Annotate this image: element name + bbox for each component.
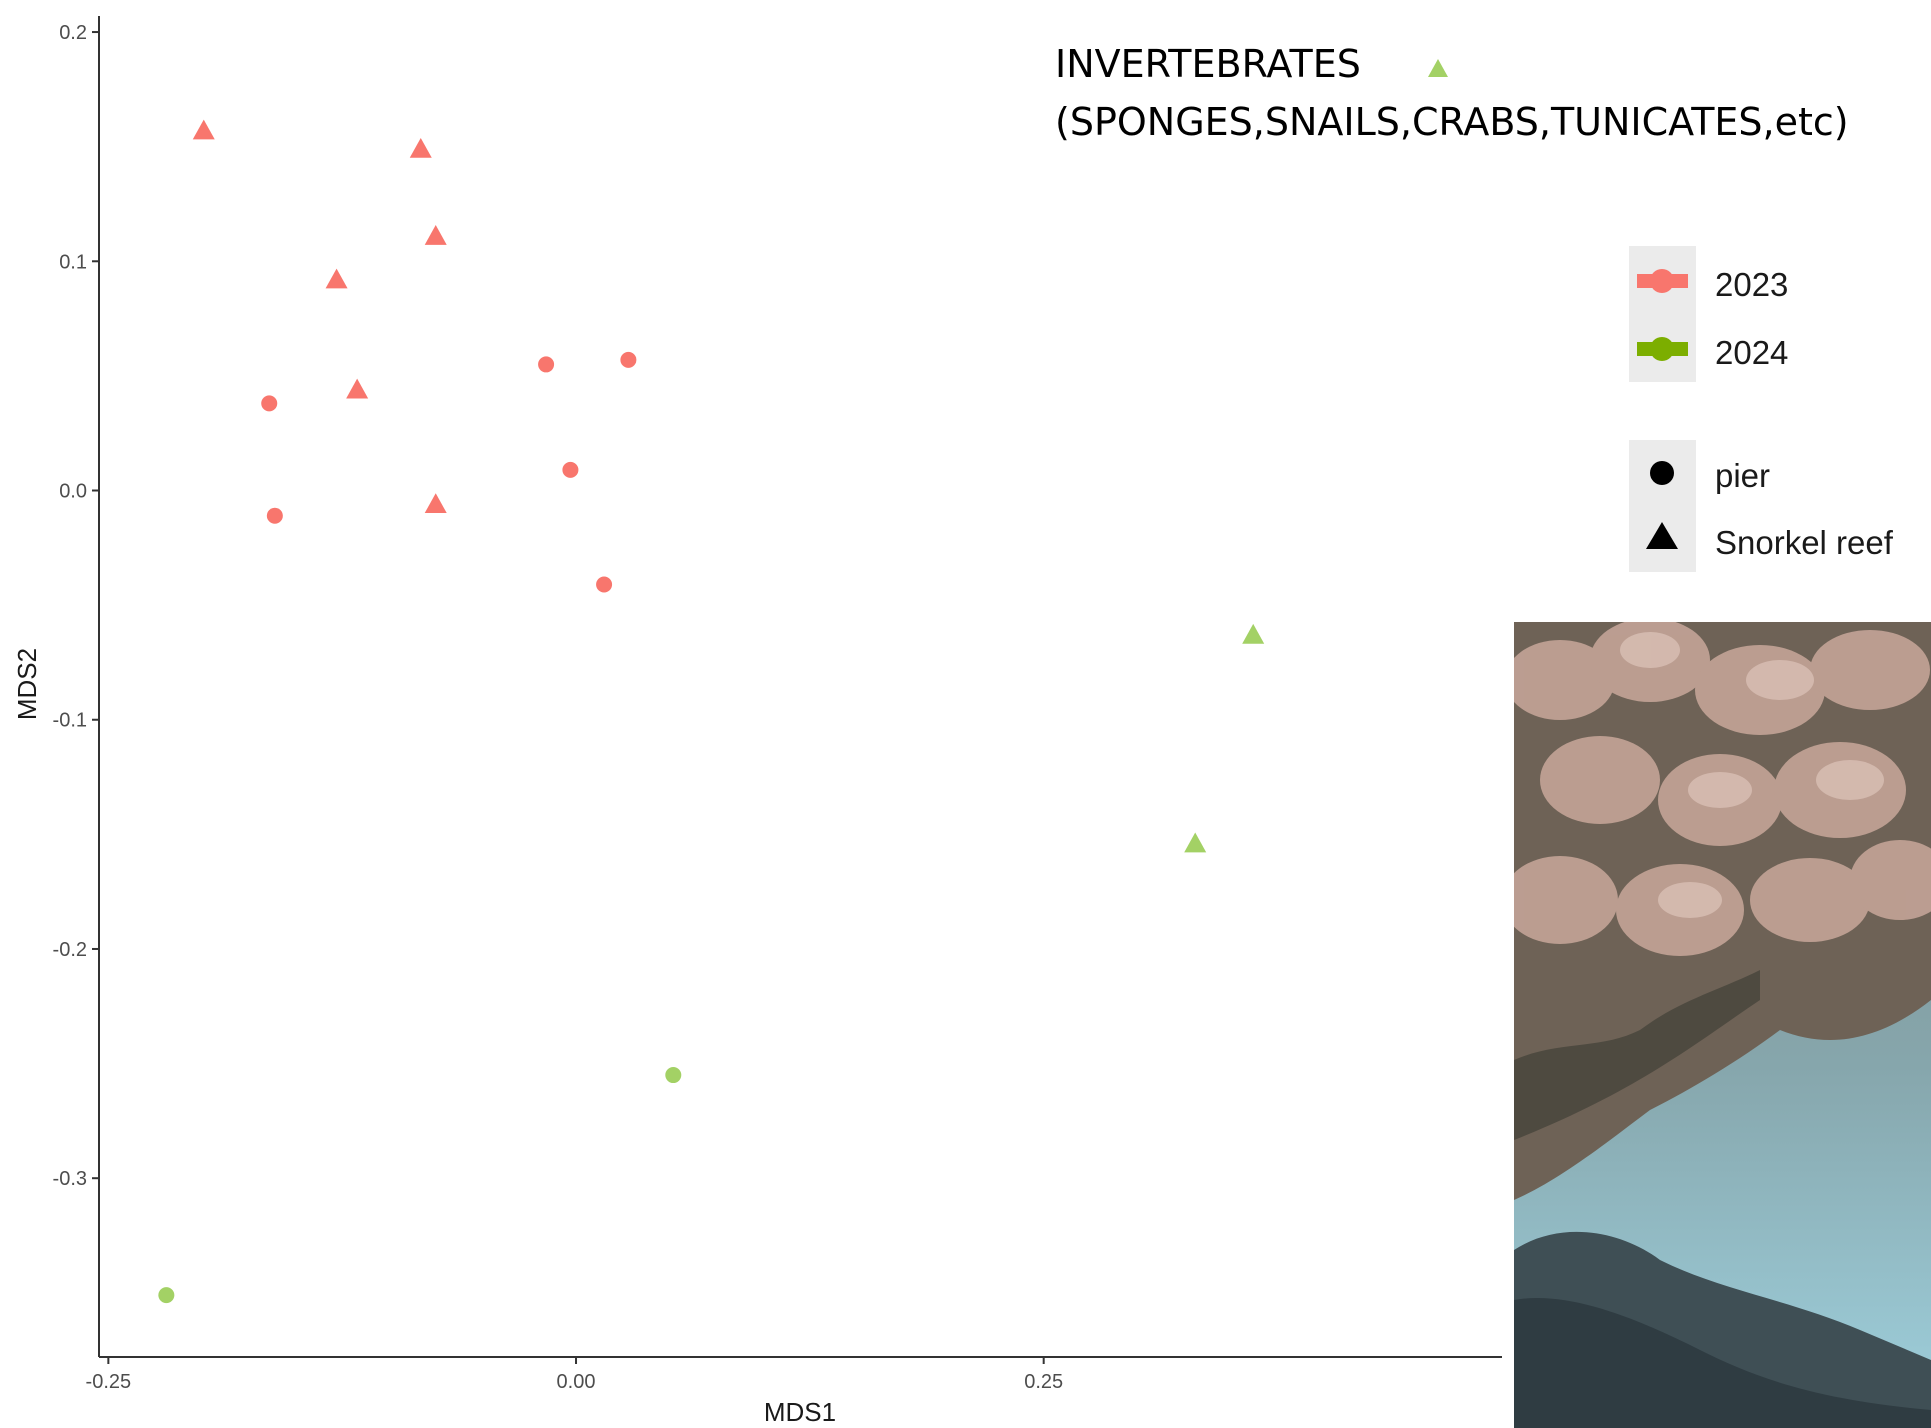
legend-label-snorkel-reef: Snorkel reef xyxy=(1715,524,1894,561)
data-point-2024-pier xyxy=(665,1067,682,1084)
y-tick-label: 0.2 xyxy=(59,22,87,44)
legend-site-keys-bg xyxy=(1629,440,1696,572)
data-point-2023-pier xyxy=(596,576,613,593)
y-axis-title: MDS2 xyxy=(12,648,42,720)
data-point-2023-snorkel-reef xyxy=(325,268,348,289)
data-point-2023-snorkel-reef xyxy=(424,225,447,245)
data-point-2024-snorkel-reef xyxy=(1184,832,1207,853)
y-tick-label: -0.1 xyxy=(53,710,87,732)
legend-site: pier Snorkel reef xyxy=(1629,440,1894,572)
data-point-2023-snorkel-reef xyxy=(409,137,432,158)
data-points xyxy=(158,119,1265,1304)
x-axis-ticks: -0.25 0.00 0.25 xyxy=(86,1357,1063,1393)
legend-year-keys-bg xyxy=(1629,246,1696,382)
data-point-2023-pier xyxy=(620,351,637,368)
data-point-2023-snorkel-reef xyxy=(192,119,215,140)
legend-key-2024 xyxy=(1637,337,1688,361)
data-point-2023-pier xyxy=(538,356,555,373)
legend-label-2023: 2023 xyxy=(1715,266,1788,303)
legend-key-2023 xyxy=(1637,269,1688,293)
legend-label-2024: 2024 xyxy=(1715,334,1788,371)
x-tick-label: 0.00 xyxy=(557,1371,596,1393)
data-point-2023-pier xyxy=(261,395,278,412)
y-axis-ticks: 0.2 0.1 0.0 -0.1 -0.2 -0.3 xyxy=(53,22,99,1190)
x-axis-title: MDS1 xyxy=(764,1397,836,1427)
x-tick-label: 0.25 xyxy=(1024,1371,1063,1393)
legend-label-pier: pier xyxy=(1715,457,1770,494)
y-tick-label: -0.2 xyxy=(53,939,87,961)
legend-key-pier xyxy=(1650,461,1674,485)
y-tick-label: 0.1 xyxy=(59,251,87,273)
data-point-2023-pier xyxy=(266,507,283,524)
underwater-reef-photo xyxy=(1514,622,1931,1428)
data-point-2024-pier xyxy=(158,1287,175,1304)
data-point-2023-snorkel-reef xyxy=(424,493,447,514)
data-point-2024-snorkel-reef xyxy=(1242,623,1265,644)
legend-key-snorkel-reef xyxy=(1646,522,1678,549)
title-triangle-icon xyxy=(1428,59,1448,77)
y-tick-label: 0.0 xyxy=(59,481,87,503)
legend-year: 2023 2024 xyxy=(1629,246,1788,382)
data-point-2023-snorkel-reef xyxy=(346,378,369,399)
chart-subtitle: (SPONGES,SNAILS,CRABS,TUNICATES,etc) xyxy=(1055,100,1849,144)
data-point-2023-pier xyxy=(562,461,579,478)
y-tick-label: -0.3 xyxy=(53,1168,87,1190)
chart-title: INVERTEBRATES xyxy=(1055,42,1361,86)
x-tick-label: -0.25 xyxy=(86,1371,132,1393)
